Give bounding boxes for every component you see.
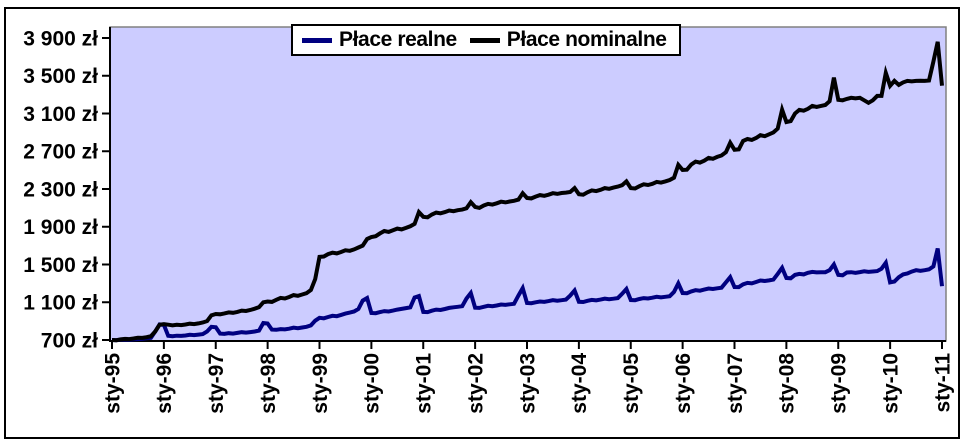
x-axis-label: sty-07 bbox=[724, 353, 747, 414]
y-axis-label: 1 100 zł bbox=[23, 292, 98, 315]
legend-item-nominalne: Płace nominalne bbox=[469, 28, 667, 52]
series-line-realne bbox=[111, 248, 944, 343]
x-axis-label: sty-03 bbox=[516, 353, 539, 414]
nominalne-line-swatch bbox=[469, 37, 500, 43]
series-line-nominalne bbox=[111, 41, 944, 343]
x-axis-label: sty-08 bbox=[776, 353, 799, 414]
y-axis-label: 2 700 zł bbox=[23, 141, 98, 164]
legend-item-realne: Płace realne bbox=[302, 28, 457, 52]
x-axis-label: sty-98 bbox=[257, 353, 280, 414]
y-axis-label: 1 500 zł bbox=[23, 254, 98, 277]
y-axis-label: 700 zł bbox=[41, 329, 98, 352]
x-axis-label: sty-02 bbox=[464, 353, 487, 414]
x-axis-label: sty-05 bbox=[620, 353, 643, 414]
y-axis-label: 3 500 zł bbox=[23, 65, 98, 88]
x-axis-label: sty-11 bbox=[931, 353, 954, 413]
realne-line-swatch bbox=[302, 37, 332, 43]
x-axis-label: sty-01 bbox=[413, 353, 436, 414]
x-axis-label: sty-06 bbox=[672, 353, 695, 414]
y-axis-label: 3 100 zł bbox=[23, 103, 98, 126]
x-axis-label: sty-04 bbox=[568, 353, 591, 414]
legend: Płace realne Płace nominalne bbox=[291, 24, 681, 56]
y-axis-label: 1 900 zł bbox=[23, 216, 98, 239]
x-axis-label: sty-95 bbox=[101, 353, 124, 414]
y-axis-label: 3 900 zł bbox=[23, 27, 98, 50]
y-axis-label: 2 300 zł bbox=[23, 178, 98, 201]
plot-background bbox=[109, 26, 947, 342]
legend-label-realne: Płace realne bbox=[339, 28, 457, 51]
x-axis-label: sty-96 bbox=[153, 353, 176, 414]
x-axis-label: sty-97 bbox=[205, 353, 228, 414]
legend-label-nominalne: Płace nominalne bbox=[506, 28, 667, 51]
x-axis-label: sty-10 bbox=[879, 353, 902, 414]
x-axis-label: sty-99 bbox=[309, 353, 332, 414]
x-axis-label: sty-00 bbox=[361, 353, 384, 414]
x-axis-label: sty-09 bbox=[828, 353, 851, 414]
